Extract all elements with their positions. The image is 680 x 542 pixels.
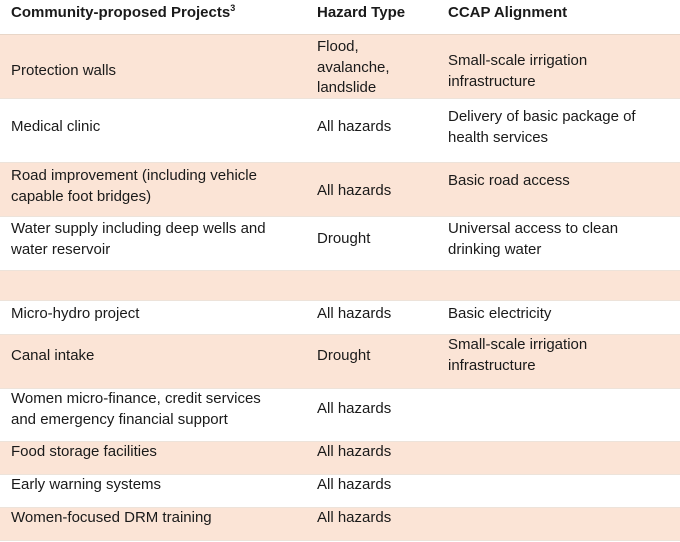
header-projects: Community-proposed Projects3	[11, 4, 235, 22]
table-row: Early warning systems All hazards	[0, 475, 680, 508]
header-ccap-alignment: CCAP Alignment	[448, 4, 568, 21]
hazard-cell-line: All hazards	[317, 509, 392, 526]
project-cell: Road improvement (including vehicle capab…	[11, 166, 257, 207]
ccap-cell-line: Small-scale irrigation	[448, 52, 588, 69]
hazard-cell-line: All hazards	[317, 476, 392, 493]
ccap-cell: Universal access to clean drinking water	[448, 219, 618, 260]
project-cell-line: Medical clinic	[11, 118, 101, 135]
project-cell-line: Early warning systems	[11, 476, 162, 493]
project-cell: Early warning systems	[11, 475, 161, 496]
project-cell-line: Protection walls	[11, 62, 117, 79]
table-row: Canal intake Drought Small-scale irrigatio…	[0, 335, 680, 389]
project-cell-line: water reservoir	[11, 240, 111, 258]
hazard-cell-line: All hazards	[317, 305, 392, 322]
project-cell: Canal intake	[11, 346, 94, 367]
project-cell: Food storage facilities	[11, 442, 157, 463]
table-row: Women-focused DRM training All hazards	[0, 508, 680, 541]
table-row: Road improvement (including vehicle capab…	[0, 163, 680, 217]
ccap-cell-line: Small-scale irrigation	[448, 336, 588, 353]
header-projects-label: Community-proposed Projects	[11, 4, 231, 21]
ccap-cell: Basic electricity	[448, 304, 551, 325]
ccap-cell-line: infrastructure	[448, 72, 536, 90]
project-cell: Micro-hydro project	[11, 304, 139, 325]
ccap-cell-line: Basic electricity	[448, 305, 552, 322]
project-cell: Women micro-finance, credit services and …	[11, 389, 261, 430]
hazard-cell: Drought	[317, 346, 370, 367]
hazard-cell: All hazards	[317, 181, 391, 202]
hazard-cell: Flood, avalanche, landslide	[317, 37, 390, 99]
hazard-cell-line: Drought	[317, 230, 371, 247]
ccap-cell-line: Delivery of basic package of	[448, 108, 636, 125]
hazard-cell: Drought	[317, 229, 370, 250]
ccap-cell: Delivery of basic package of health servi…	[448, 107, 636, 148]
hazard-cell: All hazards	[317, 399, 391, 420]
project-cell-line: Women-focused DRM training	[11, 509, 212, 526]
table-row: Food storage facilities All hazards	[0, 442, 680, 475]
hazard-cell-line: Flood,	[317, 38, 359, 55]
table-row: Women micro-finance, credit services and …	[0, 389, 680, 442]
hazard-cell-line: All hazards	[317, 400, 392, 417]
ccap-cell-line: infrastructure	[448, 356, 536, 374]
table-row: Medical clinic All hazards Delivery of bas…	[0, 99, 680, 163]
project-cell: Water supply including deep wells and wat…	[11, 219, 266, 260]
hazard-cell: All hazards	[317, 508, 391, 529]
ccap-cell-line: Universal access to clean	[448, 220, 619, 237]
hazard-cell-line: All hazards	[317, 118, 392, 135]
table-row: Water supply including deep wells and wat…	[0, 217, 680, 271]
project-cell-line: Canal intake	[11, 347, 95, 364]
ccap-cell: Small-scale irrigation infrastructure	[448, 335, 587, 376]
ccap-cell-line: drinking water	[448, 240, 542, 258]
hazard-cell-line: All hazards	[317, 443, 392, 460]
project-cell-line: Micro-hydro project	[11, 305, 140, 322]
hazard-cell-line: avalanche,	[317, 58, 390, 76]
project-cell: Protection walls	[11, 61, 116, 82]
hazard-cell-line: landslide	[317, 79, 377, 96]
table-row: Protection walls Flood, avalanche, landslid…	[0, 35, 680, 99]
project-cell-line: Road improvement (including vehicle	[11, 167, 257, 184]
footnote-marker: 3	[230, 3, 236, 13]
ccap-cell: Basic road access	[448, 171, 570, 192]
hazard-cell: All hazards	[317, 475, 391, 496]
project-cell-line: Water supply including deep wells and	[11, 220, 266, 237]
ccap-cell-line: Basic road access	[448, 172, 570, 189]
hazard-cell: All hazards	[317, 117, 391, 138]
header-hazard-type: Hazard Type	[317, 4, 406, 21]
ccap-cell-line: health services	[448, 128, 549, 146]
project-cell-line: capable foot bridges)	[11, 187, 152, 205]
table-header: Community-proposed Projects3 Hazard Type…	[0, 0, 680, 35]
table-row	[0, 271, 680, 301]
table-body: Protection walls Flood, avalanche, landslid…	[0, 35, 680, 541]
hazard-cell-line: Drought	[317, 347, 371, 364]
table-row: Micro-hydro project All hazards Basic elec…	[0, 301, 680, 335]
project-cell-line: Women micro-finance, credit services	[11, 390, 261, 407]
hazard-cell: All hazards	[317, 442, 391, 463]
project-cell-line: and emergency financial support	[11, 410, 228, 428]
hazard-cell-line: All hazards	[317, 182, 392, 199]
hazard-cell: All hazards	[317, 304, 391, 325]
project-cell-line: Food storage facilities	[11, 443, 157, 460]
project-cell: Women-focused DRM training	[11, 508, 212, 529]
project-cell: Medical clinic	[11, 117, 100, 138]
ccap-cell: Small-scale irrigation infrastructure	[448, 51, 587, 92]
